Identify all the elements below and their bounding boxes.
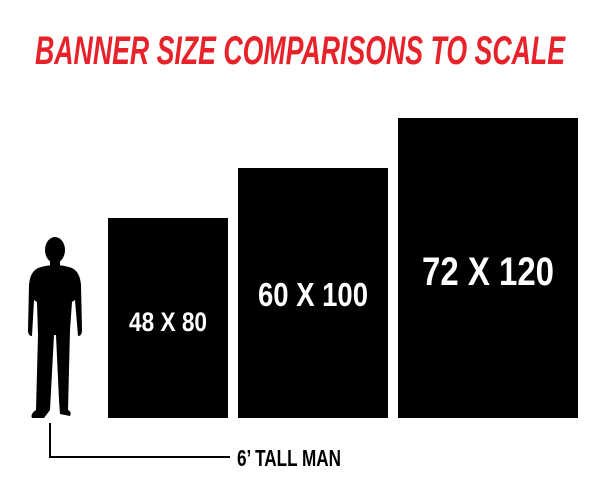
banner-60x100 [238,168,388,418]
banner-48x80 [108,218,228,418]
banner-72x120-label: 72 X 120 [422,250,554,294]
banner-60x100-label: 60 X 100 [258,276,368,313]
man-silhouette-icon [28,237,82,418]
reference-label: 6’ TALL MAN [237,445,341,471]
banner-48x80-label: 48 X 80 [129,307,207,337]
reference-connector-line [49,423,230,458]
page-title: BANNER SIZE COMPARISONS TO SCALE [35,29,566,73]
banner-72x120 [398,118,578,418]
